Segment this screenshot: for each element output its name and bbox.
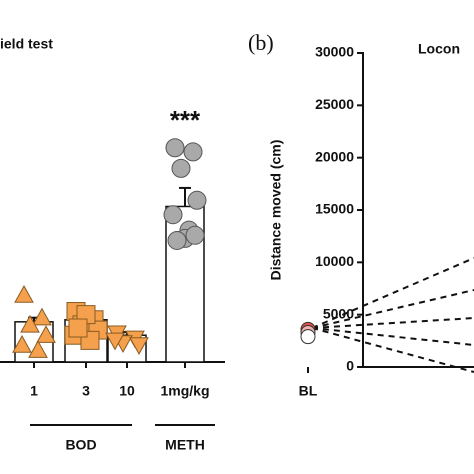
- data-point: [129, 337, 149, 356]
- y-tick-label: 0: [346, 358, 354, 374]
- data-point: [183, 142, 203, 162]
- data-point: [32, 307, 52, 326]
- x-tick-label: 10: [119, 383, 135, 399]
- x-tick-label: 3: [82, 383, 90, 399]
- y-tick-label: 10000: [315, 253, 354, 269]
- panel-label: (b): [248, 30, 274, 55]
- data-point: [167, 230, 187, 250]
- data-point: [165, 138, 185, 158]
- data-point: [12, 334, 32, 353]
- annotation: ***: [170, 105, 201, 135]
- x-tick-label: 1: [30, 383, 38, 399]
- data-point: [171, 158, 191, 178]
- data-point: [36, 325, 56, 343]
- group-label: BOD: [65, 437, 96, 453]
- data-point: [28, 340, 48, 358]
- data-point: [14, 285, 34, 303]
- y-tick-label: 30000: [315, 44, 354, 60]
- y-tick-label: 20000: [315, 148, 354, 164]
- x-tick-label: BL: [299, 383, 318, 399]
- data-point: [185, 225, 205, 245]
- data-point: [187, 190, 207, 210]
- chart-title: ield test: [0, 36, 53, 52]
- data-point: [68, 318, 88, 338]
- data-point: [20, 314, 40, 333]
- group-label: METH: [165, 437, 205, 453]
- y-tick-label: 5000: [323, 305, 354, 321]
- chart-title: Locon: [418, 41, 460, 57]
- y-tick-label: 25000: [315, 96, 354, 112]
- data-point: [163, 205, 183, 225]
- y-axis-label: Distance moved (cm): [268, 140, 284, 281]
- x-tick-label: 1mg/kg: [160, 383, 209, 399]
- data-point: [105, 332, 125, 351]
- connector-lines: [311, 257, 474, 373]
- data-point: [300, 329, 316, 345]
- y-tick-label: 15000: [315, 201, 354, 217]
